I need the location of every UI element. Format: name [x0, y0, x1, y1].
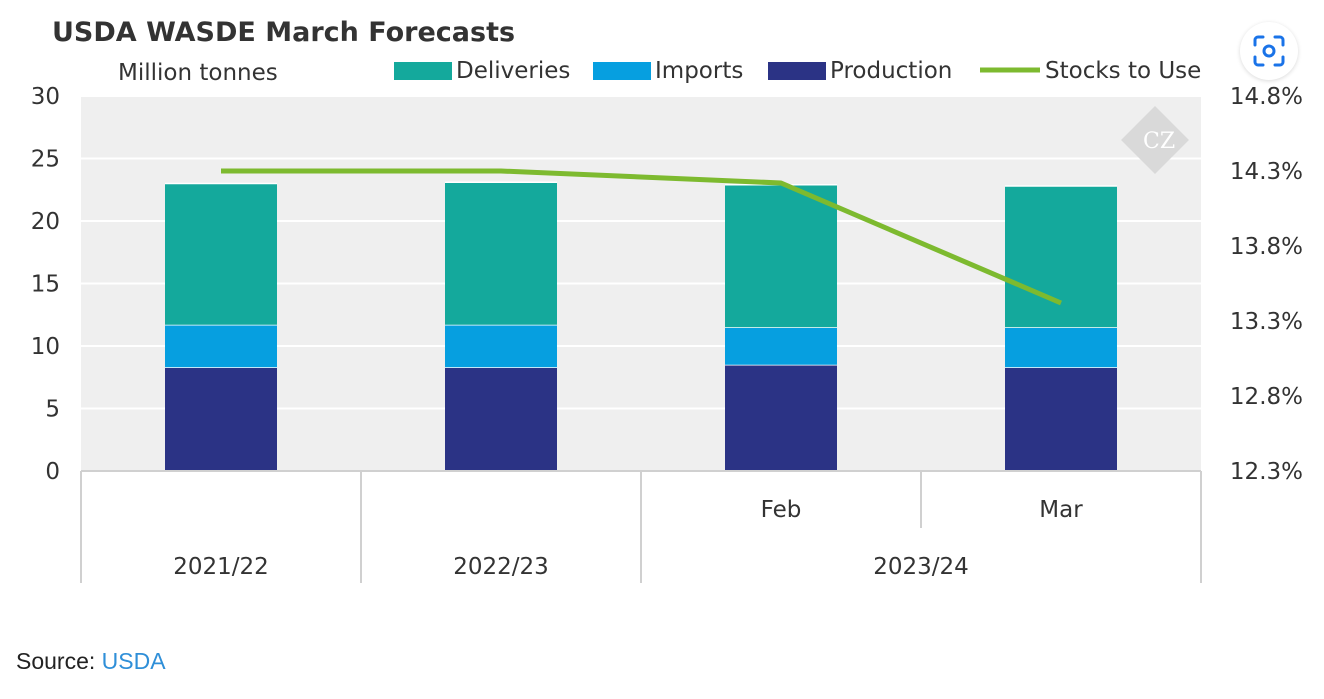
y2-tick-label: 12.3%	[1230, 459, 1303, 485]
y-unit-label: Million tonnes	[118, 60, 278, 86]
legend-swatch	[394, 62, 452, 80]
bar-imports	[1005, 327, 1117, 368]
bar-production	[725, 364, 837, 471]
bar-deliveries	[165, 183, 277, 325]
bars	[165, 181, 1117, 471]
y2-tick-label: 12.8%	[1230, 384, 1303, 410]
legend: Deliveries Imports Production Stocks to Use	[394, 58, 1201, 84]
bar-deliveries	[725, 184, 837, 328]
bar-production	[1005, 367, 1117, 471]
y2-tick-label: 14.3%	[1230, 159, 1303, 185]
bar-imports	[725, 327, 837, 365]
category-axis: Feb Mar 2021/22 2022/23 2023/24	[80, 470, 1202, 583]
legend-label: Production	[830, 58, 952, 84]
lens-scan-icon	[1253, 35, 1285, 67]
x-group-label: 2021/22	[173, 554, 269, 580]
source-label: Source:	[16, 648, 96, 674]
bar-deliveries	[1005, 186, 1117, 328]
y-tick-label: 30	[31, 84, 60, 110]
y2-tick-label: 13.3%	[1230, 309, 1303, 335]
legend-swatch	[593, 62, 651, 80]
right-axis: 12.3% 12.8% 13.3% 13.8% 14.3% 14.8%	[1230, 84, 1303, 485]
legend-label: Deliveries	[456, 58, 570, 84]
watermark-text: CZ	[1143, 129, 1175, 154]
y-tick-label: 0	[45, 459, 60, 485]
stocks-to-use-line	[220, 168, 1062, 306]
y-tick-label: 20	[31, 209, 60, 235]
stocks-chart: 0 5 10 15 20 25 30 12.3% 12.8% 13.3% 13.8% 14.3% 14…	[31, 17, 1303, 583]
x-category-label: Mar	[1039, 497, 1083, 523]
bar-deliveries	[445, 182, 557, 325]
stocks-to-use-polyline	[221, 168, 1062, 306]
x-group-label: 2023/24	[873, 554, 969, 580]
x-category-label: Feb	[761, 497, 802, 523]
chart-title: USDA WASDE March Forecasts	[52, 17, 515, 48]
bar-imports	[445, 324, 557, 368]
y-tick-label: 15	[31, 272, 60, 298]
bar-production	[445, 367, 557, 471]
source-link[interactable]: USDA	[101, 648, 166, 674]
y2-tick-label: 14.8%	[1230, 84, 1303, 110]
y2-tick-label: 13.8%	[1230, 234, 1303, 260]
legend-label: Stocks to Use	[1045, 58, 1201, 84]
x-group-label: 2022/23	[453, 554, 549, 580]
lens-scan-button[interactable]	[1240, 22, 1298, 80]
y-tick-label: 25	[31, 147, 60, 173]
y-tick-label: 5	[45, 397, 60, 423]
bar-production	[165, 367, 277, 471]
legend-label: Imports	[655, 58, 743, 84]
left-axis: 0 5 10 15 20 25 30	[31, 84, 60, 485]
source-line: Source: USDA	[16, 648, 166, 675]
y-tick-label: 10	[31, 334, 60, 360]
legend-swatch	[768, 62, 826, 80]
bar-imports	[165, 324, 277, 368]
